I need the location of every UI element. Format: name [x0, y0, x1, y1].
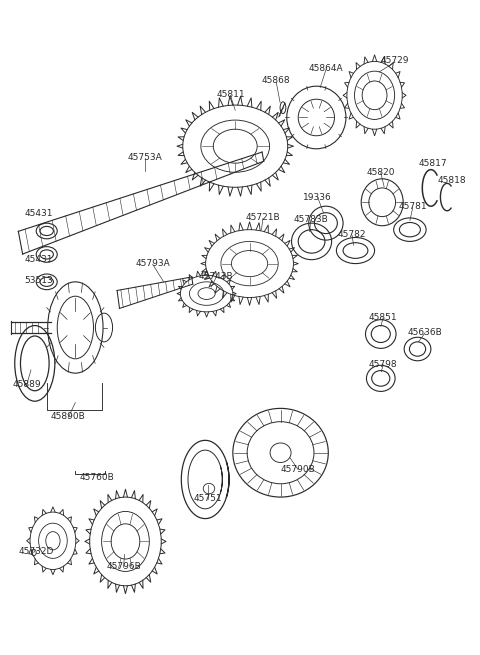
Text: 45868: 45868 — [262, 77, 290, 85]
Text: 45818: 45818 — [438, 176, 467, 185]
Text: 45811: 45811 — [216, 90, 245, 98]
Text: 19336: 19336 — [303, 193, 332, 202]
Text: 45790B: 45790B — [281, 464, 315, 474]
Text: 45636B: 45636B — [408, 328, 443, 337]
Text: 45760B: 45760B — [80, 473, 114, 482]
Text: 45820: 45820 — [367, 168, 395, 177]
Text: 45431: 45431 — [24, 209, 53, 218]
Text: 45817: 45817 — [419, 159, 447, 168]
Text: 45431: 45431 — [24, 255, 53, 263]
Text: 45781: 45781 — [398, 202, 427, 212]
Text: 45721B: 45721B — [246, 214, 280, 223]
Text: 45732D: 45732D — [19, 547, 54, 555]
Text: 45793A: 45793A — [135, 259, 170, 268]
Text: 45729: 45729 — [381, 56, 409, 65]
Text: 45890B: 45890B — [51, 413, 85, 421]
Text: 45851: 45851 — [369, 312, 397, 322]
Text: 45743B: 45743B — [199, 272, 233, 281]
Text: 45889: 45889 — [12, 380, 41, 389]
Text: 45798: 45798 — [369, 360, 397, 369]
Text: 45864A: 45864A — [309, 64, 343, 73]
Text: 45751: 45751 — [193, 494, 222, 503]
Text: 45796B: 45796B — [106, 563, 141, 571]
Text: 53513: 53513 — [24, 276, 53, 285]
Text: 45753A: 45753A — [127, 153, 162, 162]
Text: 45783B: 45783B — [293, 215, 328, 225]
Text: 45782: 45782 — [338, 231, 366, 239]
